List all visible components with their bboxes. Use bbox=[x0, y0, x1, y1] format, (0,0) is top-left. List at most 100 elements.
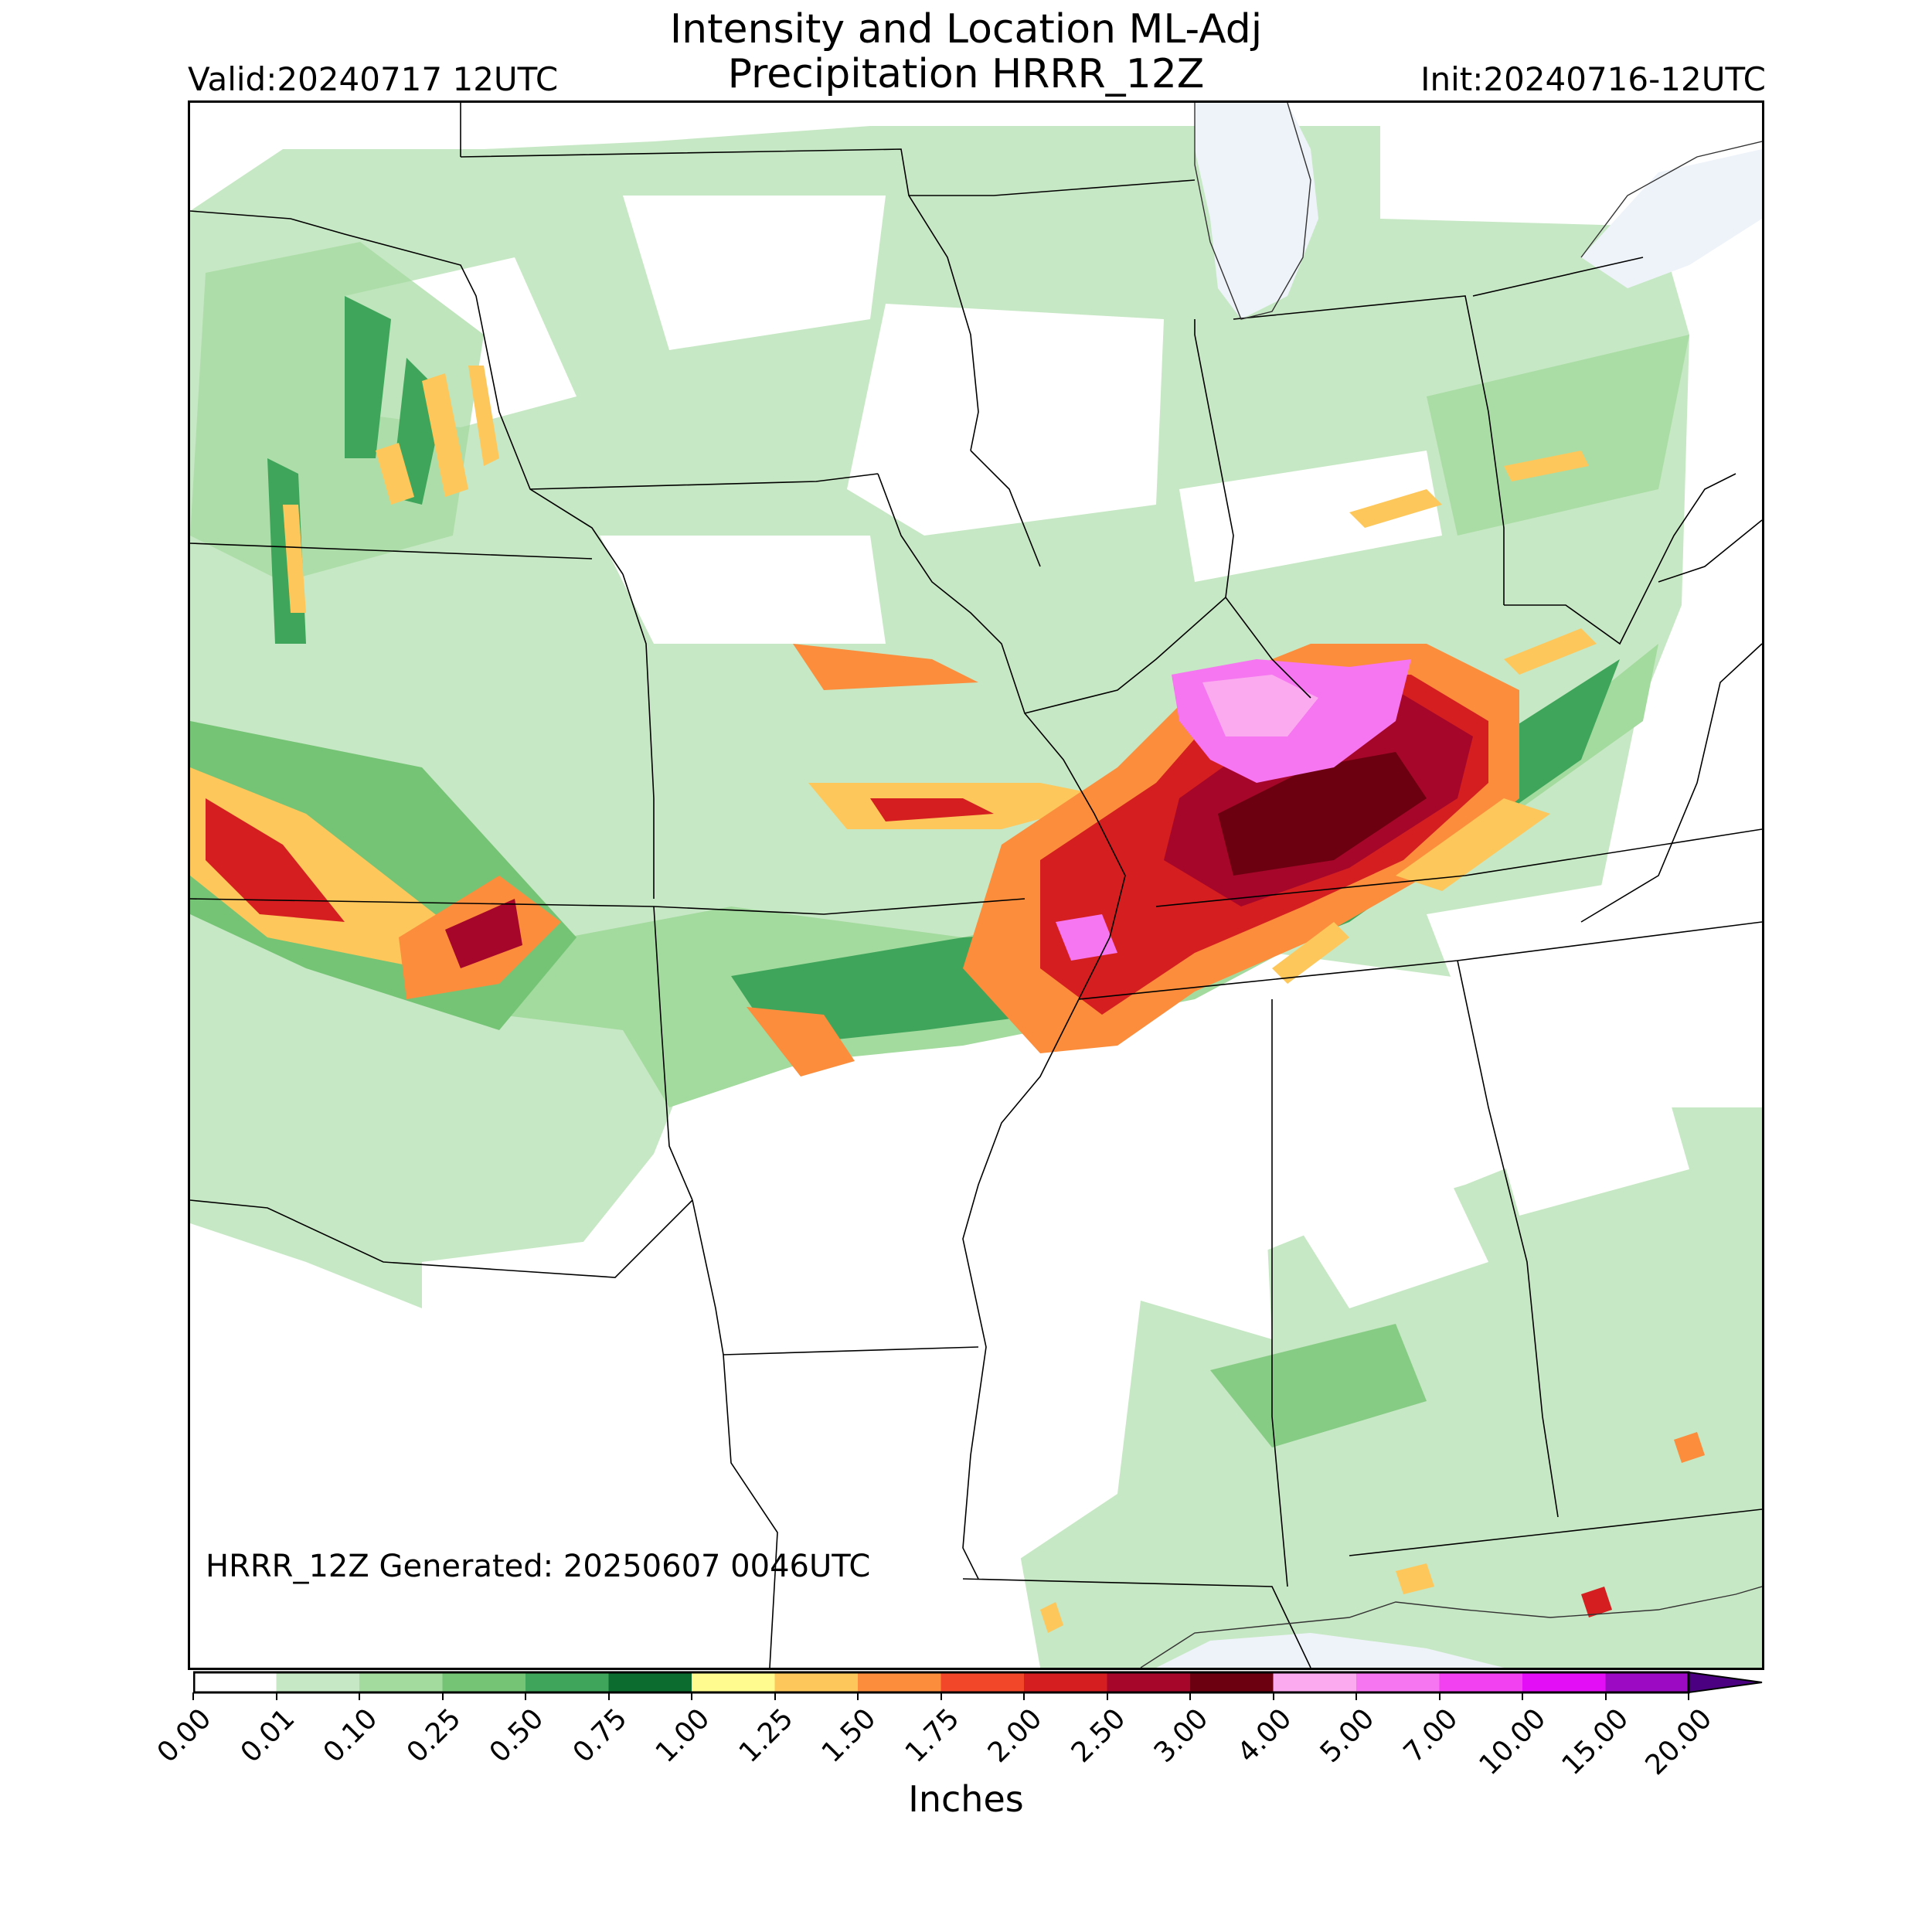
streak-nw-3 bbox=[283, 505, 306, 613]
streak-nw-2 bbox=[468, 366, 499, 466]
heavy-precip-c1 bbox=[747, 1007, 855, 1077]
colorbar-tick-label: 4.00 bbox=[1231, 1702, 1298, 1769]
streak-east-5 bbox=[1272, 922, 1349, 984]
streak-nw-4 bbox=[376, 443, 414, 505]
colorbar-segment bbox=[442, 1672, 526, 1692]
colorbar-tick-mark bbox=[1272, 1692, 1274, 1700]
streak-east-1 bbox=[1396, 798, 1550, 891]
heavy-precip-west-red bbox=[206, 798, 345, 922]
spot-se-3 bbox=[1674, 1432, 1705, 1463]
colorbar-tick-label: 5.00 bbox=[1314, 1702, 1381, 1769]
colorbar-tick-label: 0.50 bbox=[483, 1702, 550, 1769]
colorbar-extend-arrow bbox=[1688, 1671, 1763, 1694]
title-line-2: Precipitation HRRR_12Z bbox=[727, 51, 1205, 97]
colorbar-segment bbox=[940, 1672, 1025, 1692]
colorbar-segment bbox=[692, 1672, 775, 1692]
dry-area-5 bbox=[1179, 451, 1442, 582]
colorbar-segment bbox=[276, 1672, 360, 1692]
state-boundaries bbox=[190, 103, 1762, 1668]
heavy-precip-west bbox=[190, 767, 445, 968]
dry-area-9 bbox=[190, 1223, 422, 1668]
colorbar-tick-label: 1.75 bbox=[899, 1702, 965, 1769]
colorbar-tick-mark bbox=[359, 1692, 360, 1700]
colorbar-tick-label: 1.50 bbox=[815, 1702, 883, 1769]
colorbar-tick-mark bbox=[1355, 1692, 1357, 1700]
colorbar-units-label: Inches bbox=[908, 1778, 1024, 1820]
moderate-precip-east bbox=[1427, 335, 1689, 536]
colorbar-segment bbox=[526, 1672, 609, 1692]
streak-nw-1 bbox=[422, 373, 468, 497]
precipitation-map[interactable]: HRRR_12Z Generated: 20250607 0046UTC bbox=[188, 100, 1764, 1670]
colorbar-tick-label: 1.00 bbox=[649, 1702, 716, 1769]
lake-erie bbox=[1581, 149, 1762, 288]
colorbar-tick-mark bbox=[1688, 1692, 1689, 1700]
colorbar-tick-label: 2.50 bbox=[1065, 1702, 1131, 1769]
colorbar-tick-label: 15.00 bbox=[1556, 1702, 1635, 1782]
dry-area-4 bbox=[600, 536, 886, 644]
spot-se-1 bbox=[1396, 1563, 1434, 1594]
colorbar-tick-mark bbox=[857, 1692, 859, 1700]
init-time-label: Init:20240716-12UTC bbox=[1420, 60, 1766, 98]
colorbar-tick-mark bbox=[1106, 1692, 1108, 1700]
extreme-precip-inner bbox=[1202, 675, 1318, 736]
dry-area-3 bbox=[847, 304, 1164, 536]
colorbar-ticks: 0.00 0.01 0.10 0.25 0.50 0.75 1.00 1.25 1.50 1.75… bbox=[0, 1692, 1932, 1808]
colorbar-tick-mark bbox=[1604, 1692, 1607, 1700]
colorbar-tick-mark bbox=[1023, 1692, 1025, 1700]
colorbar-tick-mark bbox=[192, 1692, 194, 1700]
colorbar-tick-label: 2.00 bbox=[981, 1702, 1049, 1769]
colorbar-segment bbox=[359, 1672, 443, 1692]
green-streak-1 bbox=[345, 296, 391, 458]
colorbar-segment bbox=[1024, 1672, 1107, 1692]
colorbar-tick-mark bbox=[441, 1692, 444, 1700]
heavy-precip-c4 bbox=[870, 798, 994, 821]
colorbar-segment bbox=[1107, 1672, 1191, 1692]
colorbar-segment bbox=[774, 1672, 859, 1692]
heavy-precip-c2 bbox=[793, 644, 978, 690]
colorbar-tick-mark bbox=[275, 1692, 277, 1700]
colorbar-segment bbox=[608, 1672, 692, 1692]
colorbar-tick-label: 0.10 bbox=[317, 1702, 384, 1769]
colorbar-tick-mark bbox=[1189, 1692, 1191, 1700]
colorbar-tick-label: 0.25 bbox=[400, 1702, 467, 1769]
colorbar-tick-mark bbox=[1438, 1692, 1440, 1700]
colorbar-segment bbox=[858, 1672, 941, 1692]
dry-area-11 bbox=[1272, 1131, 1488, 1308]
colorbar-segment bbox=[1190, 1672, 1274, 1692]
map-canvas bbox=[190, 103, 1762, 1668]
colorbar-tick-label: 0.01 bbox=[234, 1702, 301, 1769]
colorbar-tick-label: 10.00 bbox=[1473, 1702, 1553, 1782]
colorbar-tick-mark bbox=[525, 1692, 526, 1700]
dry-area-6 bbox=[808, 1015, 1272, 1494]
colorbar-tick-label: 0.00 bbox=[151, 1702, 218, 1769]
spot-se-4 bbox=[1040, 1602, 1063, 1633]
streak-east-4 bbox=[1504, 451, 1589, 481]
dry-area-10 bbox=[623, 1494, 1040, 1668]
valid-time-label: Valid:20240717 12UTC bbox=[188, 60, 559, 98]
extreme-precip-south bbox=[1056, 914, 1117, 961]
streak-east-2 bbox=[1504, 628, 1597, 675]
coastline bbox=[1140, 103, 1762, 1668]
gulf-water bbox=[1156, 1633, 1504, 1668]
colorbar-tick-label: 7.00 bbox=[1397, 1702, 1464, 1769]
colorbar-tick-label: 1.25 bbox=[733, 1702, 799, 1769]
title-line-1: Intensity and Location ML-Adj bbox=[669, 6, 1263, 53]
generated-timestamp: HRRR_12Z Generated: 20250607 0046UTC bbox=[206, 1549, 871, 1584]
colorbar-segment bbox=[1439, 1672, 1523, 1692]
colorbar-tick-mark bbox=[940, 1692, 942, 1700]
colorbar-tick-mark bbox=[691, 1692, 692, 1700]
lake-michigan bbox=[1195, 103, 1318, 319]
spot-se-2 bbox=[1581, 1587, 1612, 1617]
colorbar-segment bbox=[1356, 1672, 1440, 1692]
colorbar-svg bbox=[192, 1671, 1763, 1694]
heavy-precip-core-maroon bbox=[1218, 752, 1427, 876]
green-patch-se bbox=[1210, 1324, 1427, 1447]
streak-east-3 bbox=[1349, 489, 1442, 528]
colorbar-segment bbox=[1273, 1672, 1357, 1692]
colorbar-tick-label: 0.75 bbox=[566, 1702, 633, 1769]
colorbar-tick-label: 20.00 bbox=[1639, 1702, 1719, 1782]
dry-area-8 bbox=[422, 1223, 770, 1571]
colorbar-segment bbox=[193, 1672, 277, 1692]
colorbar-tick-mark bbox=[774, 1692, 776, 1700]
colorbar-segment bbox=[1522, 1672, 1606, 1692]
